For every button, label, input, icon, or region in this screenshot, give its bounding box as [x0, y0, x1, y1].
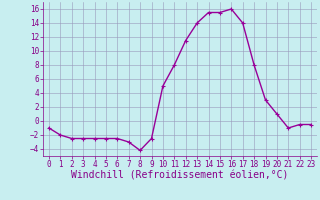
X-axis label: Windchill (Refroidissement éolien,°C): Windchill (Refroidissement éolien,°C)	[71, 171, 289, 181]
